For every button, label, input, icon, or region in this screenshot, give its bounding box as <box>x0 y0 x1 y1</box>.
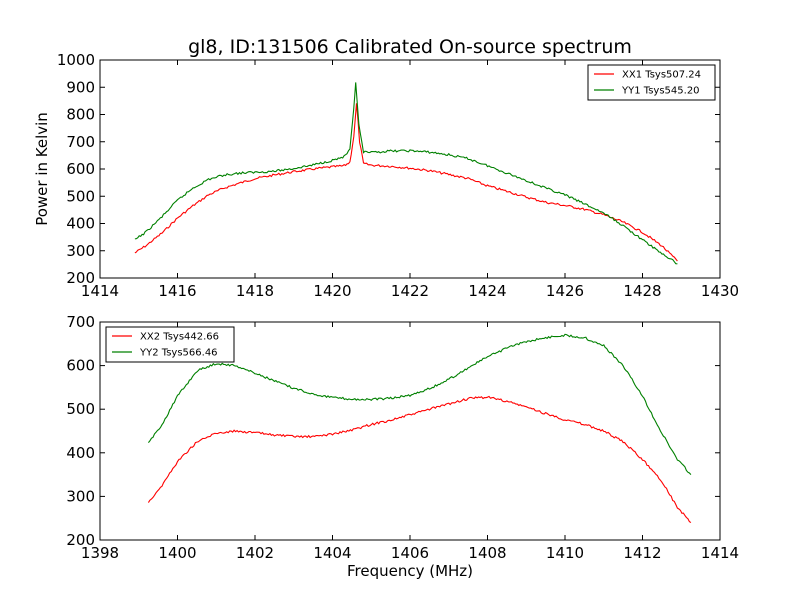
x-tick-label: 1412 <box>623 544 661 562</box>
top-plot-frame <box>99 59 721 279</box>
y-tick-label: 800 <box>66 106 95 124</box>
chart-title: gl8, ID:131506 Calibrated On-source spec… <box>188 36 632 58</box>
x-tick-label: 1406 <box>391 544 429 562</box>
y-tick-label: 400 <box>66 215 95 233</box>
top-panel: gl8, ID:131506 Calibrated On-source spec… <box>33 36 739 300</box>
x-tick-label: 1410 <box>546 544 584 562</box>
bottom-legend-box <box>105 326 235 363</box>
y-tick-label: 300 <box>66 242 95 260</box>
y-tick-label: 400 <box>66 444 95 462</box>
bottom-plot-frame <box>99 321 721 541</box>
y-tick-label: 900 <box>66 78 95 96</box>
y-tick-label: 500 <box>66 400 95 418</box>
x-tick-label: 1422 <box>391 282 429 300</box>
x-tick-label: 1414 <box>701 544 739 562</box>
x-tick-label: 1400 <box>158 544 196 562</box>
x-tick-label: 1408 <box>468 544 506 562</box>
y-tick-label: 700 <box>66 313 95 331</box>
x-tick-label: 1398 <box>81 544 119 562</box>
series-line-yy2 <box>147 333 692 475</box>
y-tick-label: 700 <box>66 133 95 151</box>
bottom-panel: Frequency (MHz) 1398 1400 1402 1404 1406 1408… <box>66 313 739 580</box>
y-axis-label: Power in Kelvin <box>33 112 51 226</box>
x-tick-label: 1414 <box>81 282 119 300</box>
legend-label-yy1: YY1 Tsys545.20 <box>621 86 700 97</box>
series-line-yy1 <box>134 82 678 265</box>
top-plot-lines <box>134 82 678 265</box>
series-line-xx2 <box>147 395 692 524</box>
top-legend: XX1 Tsys507.24 YY1 Tsys545.20 <box>587 64 716 101</box>
x-tick-label: 1402 <box>236 544 274 562</box>
y-tick-label: 500 <box>66 187 95 205</box>
x-tick-label: 1426 <box>546 282 584 300</box>
y-tick-label: 1000 <box>57 51 95 69</box>
y-tick-label: 600 <box>66 357 95 375</box>
x-tick-label: 1424 <box>468 282 506 300</box>
x-tick-label: 1428 <box>623 282 661 300</box>
top-axis-ticks: 1414 1416 1418 1420 1422 1424 1426 1428 1430 200 3… <box>57 51 739 300</box>
y-tick-label: 200 <box>66 531 95 549</box>
y-tick-label: 300 <box>66 487 95 505</box>
bottom-plot-lines <box>147 333 692 524</box>
top-legend-box <box>587 64 716 101</box>
legend-label-xx1: XX1 Tsys507.24 <box>622 70 701 81</box>
y-tick-label: 200 <box>66 269 95 287</box>
x-tick-label: 1404 <box>313 544 351 562</box>
legend-label-xx2: XX2 Tsys442.66 <box>140 332 219 343</box>
x-tick-label: 1416 <box>158 282 196 300</box>
x-axis-label: Frequency (MHz) <box>347 562 473 580</box>
legend-label-yy2: YY2 Tsys566.46 <box>139 348 218 359</box>
series-line-xx1 <box>134 103 678 262</box>
x-tick-label: 1430 <box>701 282 739 300</box>
bottom-legend: XX2 Tsys442.66 YY2 Tsys566.46 <box>105 326 235 363</box>
x-tick-label: 1418 <box>236 282 274 300</box>
x-tick-label: 1420 <box>313 282 351 300</box>
y-tick-label: 600 <box>66 160 95 178</box>
